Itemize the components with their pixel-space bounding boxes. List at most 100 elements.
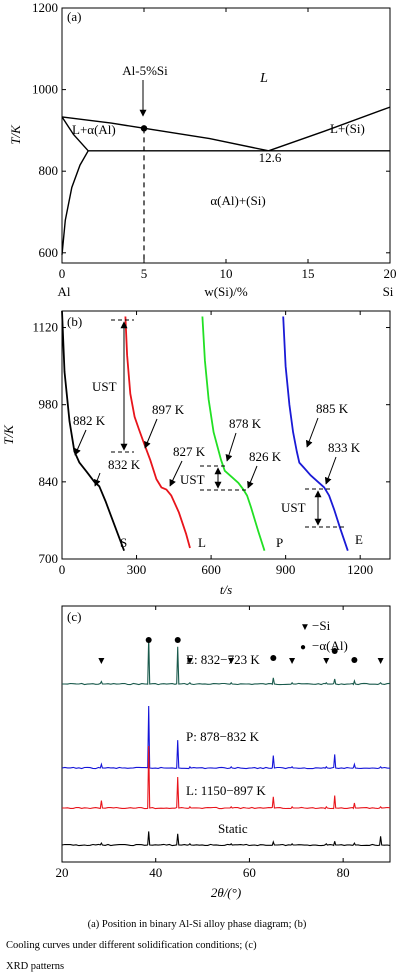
panel-a-y-tick-label: 800 — [39, 163, 59, 178]
panel-c-x-tick-label: 80 — [337, 865, 350, 880]
panel-c-peak-markers — [98, 637, 384, 664]
panel-b-x-tick-label: 300 — [127, 562, 147, 577]
panel-b: (b) 700 840 980 1120 0 300 600 900 1200 T/K t/s… — [1, 310, 391, 597]
panel-a-solid-label: α(Al)+(Si) — [210, 193, 265, 208]
panel-c-x-tick-label: 40 — [149, 865, 162, 880]
panel-b-arrow-882k — [74, 429, 87, 456]
si-peak-marker — [289, 658, 296, 664]
panel-a-phase-line — [268, 106, 391, 152]
panel-c-x-tick-label: 60 — [243, 865, 256, 880]
panel-a-liquid-label: L — [259, 71, 268, 86]
panel-b-arrow-826k — [247, 465, 258, 489]
panel-b-y-ticks: 700 840 980 1120 — [32, 320, 390, 566]
xrd-pattern-0 — [62, 637, 391, 686]
panel-a-x-axis-title: w(Si)/% — [204, 284, 248, 299]
panel-b-arrow-897k — [144, 418, 158, 449]
xrd-pattern-3 — [61, 831, 391, 847]
al-peak-marker — [351, 657, 358, 663]
panel-b-ust-bracket-e: UST — [281, 488, 346, 528]
panel-b-y-tick-label: 1120 — [32, 320, 58, 335]
panel-b-label: (b) — [67, 314, 82, 329]
caption-line-3: XRD patterns — [6, 961, 65, 972]
si-peak-marker — [98, 658, 105, 664]
panel-b-ust-bracket-s: UST — [92, 319, 134, 453]
caption-line-2: Cooling curves under different solidific… — [6, 940, 257, 951]
panel-a-x-tick-label: 10 — [220, 266, 233, 281]
al-peak-marker — [270, 655, 277, 661]
panel-a-x-ticks: 0 5 10 15 20 — [59, 8, 397, 281]
panel-a-y-tick-label: 1200 — [32, 0, 58, 15]
panel-a-eutectic-label: 12.6 — [259, 150, 282, 165]
al-peak-marker — [331, 648, 338, 654]
panel-a-y-ticks: 600 800 1000 1200 — [32, 0, 390, 260]
panel-a-phase-line — [61, 116, 89, 152]
panel-b-y-tick-label: 980 — [39, 397, 59, 412]
panel-c-x-axis-title: 2θ/(°) — [211, 885, 241, 900]
panel-a-y-tick-label: 1000 — [32, 82, 58, 97]
panel-b-y-tick-label: 840 — [39, 474, 59, 489]
panel-b-x-tick-label: 1200 — [347, 562, 373, 577]
panel-b-label-878k: 878 K — [229, 416, 262, 431]
panel-b-label-897k: 897 K — [152, 402, 185, 417]
panel-b-cooling-curves — [61, 310, 349, 552]
panel-b-series-label-p: P — [276, 535, 283, 550]
panel-a-x-tick-label: 15 — [302, 266, 315, 281]
legend-al-marker: ● — [300, 642, 306, 653]
panel-c: (c) 20 40 60 80 2θ/(°) ▼ −Si ● −α(Al) E: 83… — [56, 605, 391, 900]
panel-b-label-826k: 826 K — [249, 449, 282, 464]
panel-b-label-832k: 832 K — [108, 457, 141, 472]
panel-a-liquid-si-label: L+(Si) — [330, 121, 365, 136]
panel-a-x-tick-label: 5 — [141, 266, 148, 281]
panel-b-ust-label-e: UST — [281, 500, 306, 515]
panel-b-arrow-878k — [225, 432, 237, 462]
panel-a-phase-line — [61, 116, 269, 152]
panel-a-y-tick-label: 600 — [39, 245, 59, 260]
panel-c-series-label-static: Static — [218, 821, 248, 836]
panel-b-ust-bracket-p: UST — [180, 465, 248, 491]
si-peak-marker — [377, 658, 384, 664]
panel-a-composition-point — [140, 125, 148, 132]
panel-b-label-885k: 885 K — [316, 401, 349, 416]
legend-al-label: −α(Al) — [312, 638, 348, 653]
panel-b-arrow-885k — [305, 417, 319, 448]
panel-c-x-ticks: 20 40 60 80 — [56, 606, 350, 880]
cooling-curve-s — [61, 310, 125, 552]
panel-c-legend: ▼ −Si ● −α(Al) — [300, 618, 348, 653]
panel-b-arrow-832k — [93, 472, 101, 487]
panel-c-series-label-l: L: 1150−897 K — [186, 783, 266, 798]
panel-b-label-827k: 827 K — [173, 444, 206, 459]
panel-b-ust-label-p: UST — [180, 472, 205, 487]
panel-a-y-axis-title: T/K — [8, 124, 23, 145]
panel-c-label: (c) — [67, 609, 81, 624]
panel-a-x-tick-label: 0 — [59, 266, 66, 281]
xrd-pattern-2 — [62, 745, 391, 810]
si-peak-marker — [323, 658, 330, 664]
panel-c-frame — [61, 605, 391, 863]
al-peak-marker — [174, 637, 181, 643]
figure-caption: (a) Position in binary Al-Si alloy phase… — [0, 914, 400, 977]
panel-a-x-right-end: Si — [383, 284, 394, 299]
panel-a-phase-line — [61, 150, 89, 255]
panel-b-x-ticks: 0 300 600 900 1200 — [59, 311, 373, 577]
caption-line-1: (a) Position in binary Al-Si alloy phase… — [87, 919, 307, 930]
cooling-curve-e — [282, 316, 349, 551]
cooling-curve-l — [124, 316, 191, 549]
panel-b-x-tick-label: 600 — [201, 562, 221, 577]
panel-a-x-left-end: Al — [58, 284, 71, 299]
panel-b-series-label-l: L — [198, 535, 206, 550]
panel-a-x-tick-label: 20 — [384, 266, 397, 281]
legend-si-label: −Si — [312, 618, 331, 633]
panel-c-series-label-e: E: 832−723 K — [186, 652, 260, 667]
panel-a-label: (a) — [67, 9, 81, 24]
panel-b-y-axis-title: T/K — [1, 424, 16, 445]
panel-b-label-882k: 882 K — [73, 413, 106, 428]
panel-a-liquid-alpha-label: L+α(Al) — [72, 122, 116, 137]
panel-b-label-833k: 833 K — [328, 440, 361, 455]
panel-b-y-tick-label: 700 — [39, 551, 59, 566]
panel-b-frame — [61, 310, 391, 560]
panel-b-arrow-833k — [324, 456, 337, 485]
panel-a-composition-label: Al-5%Si — [122, 63, 168, 78]
si-peak-marker — [186, 658, 193, 664]
